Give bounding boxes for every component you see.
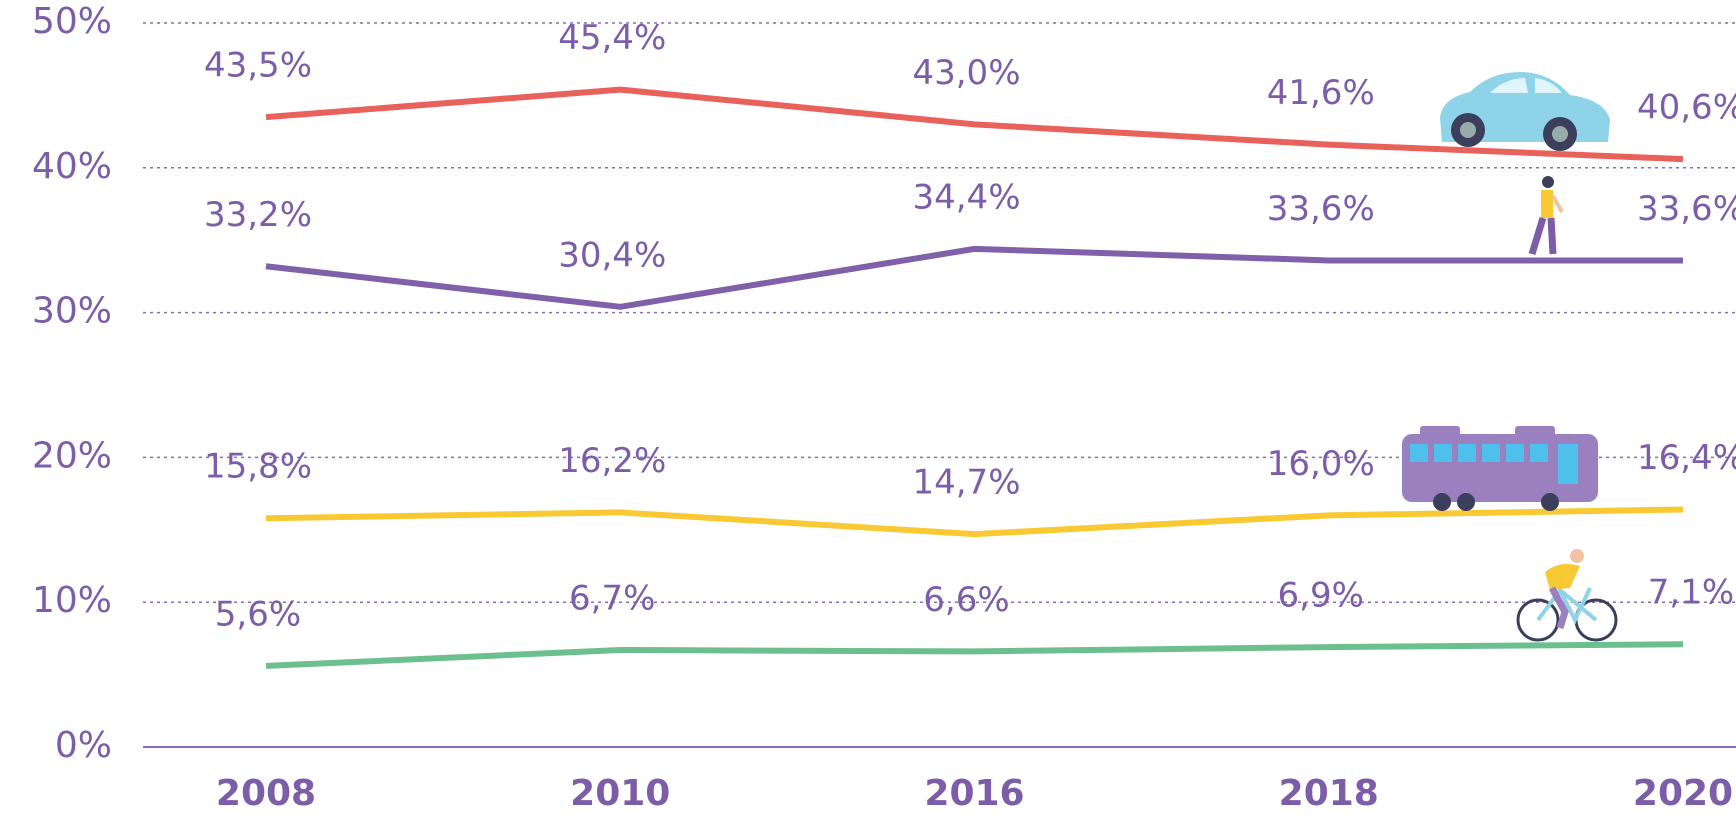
data-label: 43,0% <box>912 53 1020 93</box>
series-line <box>265 86 1684 163</box>
pedestrian-icon <box>1528 176 1564 256</box>
y-tick-label: 20% <box>32 435 112 476</box>
data-label: 15,8% <box>204 447 312 487</box>
x-tick-label: 2016 <box>924 773 1024 814</box>
series-line <box>265 641 1684 669</box>
data-label: 16,0% <box>1267 444 1375 484</box>
data-label: 6,6% <box>923 580 1009 620</box>
data-label: 34,4% <box>912 177 1020 217</box>
data-label: 33,2% <box>204 195 312 235</box>
x-tick-label: 2010 <box>570 773 670 814</box>
series-line <box>265 245 1683 310</box>
data-label: 14,7% <box>912 463 1020 503</box>
data-label: 33,6% <box>1637 189 1736 229</box>
data-label: 43,5% <box>204 46 312 86</box>
data-label: 16,4% <box>1637 438 1736 478</box>
y-tick-label: 50% <box>32 1 112 42</box>
data-label: 5,6% <box>215 594 301 634</box>
icons <box>1402 72 1618 642</box>
data-label: 41,6% <box>1267 73 1375 113</box>
y-tick-label: 30% <box>32 291 112 332</box>
data-label: 6,7% <box>569 578 655 618</box>
data-label: 40,6% <box>1637 88 1736 128</box>
data-label: 7,1% <box>1648 573 1734 613</box>
series-line <box>265 506 1684 538</box>
car-icon <box>1440 72 1610 151</box>
x-tick-label: 2020 <box>1633 773 1733 814</box>
data-label: 45,4% <box>558 18 666 58</box>
data-label: 33,6% <box>1267 189 1375 229</box>
bus-icon <box>1402 426 1598 511</box>
data-label: 16,2% <box>558 441 666 481</box>
data-label: 6,9% <box>1278 576 1364 616</box>
data-label: 30,4% <box>558 235 666 275</box>
y-tick-label: 40% <box>32 146 112 187</box>
cyclist-icon <box>1516 549 1618 642</box>
x-tick-label: 2008 <box>216 773 316 814</box>
x-tick-label: 2018 <box>1279 773 1379 814</box>
y-tick-label: 0% <box>55 725 112 766</box>
y-tick-label: 10% <box>32 580 112 621</box>
